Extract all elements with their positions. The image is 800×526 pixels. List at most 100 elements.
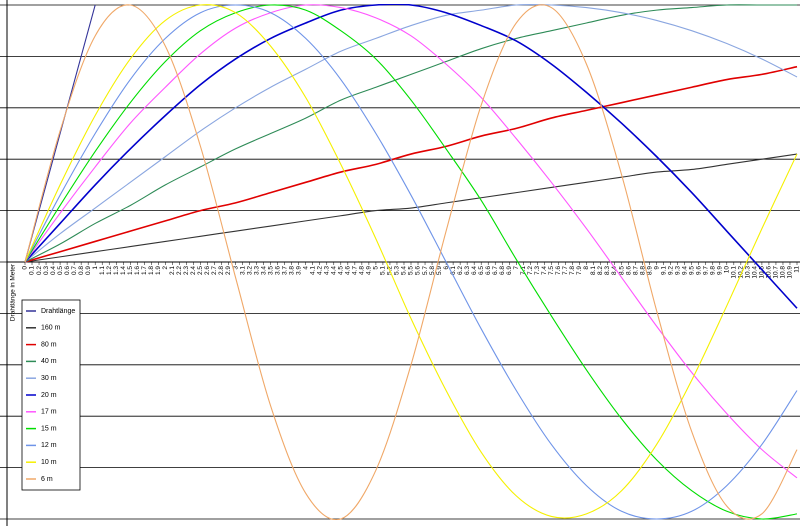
series-line bbox=[24, 4, 798, 520]
x-tick-label: 7.8 bbox=[569, 266, 576, 275]
x-tick-label: 3.3 bbox=[253, 266, 260, 275]
x-tick-label: 5.6 bbox=[415, 266, 422, 275]
x-tick-label: 0.4 bbox=[50, 266, 57, 275]
x-tick-label: 10.5 bbox=[759, 266, 766, 279]
x-tick-label: 2.5 bbox=[197, 266, 204, 275]
legend-label: 160 m bbox=[41, 325, 61, 332]
x-tick-label: 9.9 bbox=[717, 266, 724, 275]
x-tick-label: 10.2 bbox=[738, 266, 745, 279]
series-line bbox=[24, 65, 798, 263]
x-axis-title: Drahtlänge in Meter bbox=[10, 263, 17, 321]
x-tick-label: 3 bbox=[232, 266, 239, 270]
x-tick-label: 3.5 bbox=[267, 266, 274, 275]
x-tick-label: 0.5 bbox=[57, 266, 64, 275]
x-tick-label: 9.5 bbox=[688, 266, 695, 275]
x-tick-label: 10.8 bbox=[780, 266, 787, 279]
series-line bbox=[24, 153, 798, 263]
x-tick-label: 0.6 bbox=[64, 266, 71, 275]
x-tick-label: 9.8 bbox=[710, 266, 717, 275]
x-tick-label: 6.1 bbox=[450, 266, 457, 275]
x-tick-label: 8.8 bbox=[639, 266, 646, 275]
x-tick-label: 4.6 bbox=[345, 266, 352, 275]
x-tick-label: 4.9 bbox=[366, 266, 373, 275]
x-tick-label: 5.7 bbox=[422, 266, 429, 275]
x-tick-label: 10.9 bbox=[787, 266, 794, 279]
legend-label: 80 m bbox=[41, 341, 57, 348]
series-line bbox=[24, 4, 797, 263]
x-tick-label: 10.3 bbox=[745, 266, 752, 279]
x-tick-label: 2.4 bbox=[190, 266, 197, 275]
legend-label: 20 m bbox=[41, 392, 57, 399]
x-tick-label: 1 bbox=[92, 266, 99, 270]
x-tick-label: 4.1 bbox=[309, 266, 316, 275]
x-tick-label: 5.4 bbox=[401, 266, 408, 275]
x-tick-label: 3.7 bbox=[281, 266, 288, 275]
x-tick-label: 9.3 bbox=[674, 266, 681, 275]
x-tick-label: 0 bbox=[22, 266, 29, 270]
x-tick-label: 2 bbox=[162, 266, 169, 270]
x-tick-label: 8.2 bbox=[597, 266, 604, 275]
x-tick-label: 0.2 bbox=[36, 266, 43, 275]
x-tick-label: 7.3 bbox=[534, 266, 541, 275]
x-tick-label: 8.7 bbox=[632, 266, 639, 275]
x-tick-label: 10.4 bbox=[752, 266, 759, 279]
legend-label: 12 m bbox=[41, 442, 57, 449]
x-tick-label: 4.7 bbox=[352, 266, 359, 275]
x-tick-label: 6.8 bbox=[499, 266, 506, 275]
x-tick-label: 5 bbox=[373, 266, 380, 270]
x-tick-label: 1.7 bbox=[141, 266, 148, 275]
x-tick-label: 6.9 bbox=[506, 266, 513, 275]
x-tick-label: 3.1 bbox=[239, 266, 246, 275]
x-tick-label: 0.7 bbox=[71, 266, 78, 275]
x-tick-label: 5.1 bbox=[380, 266, 387, 275]
x-tick-label: 7.4 bbox=[541, 266, 548, 275]
x-tick-label: 8.3 bbox=[604, 266, 611, 275]
legend-label: 17 m bbox=[41, 409, 57, 416]
x-tick-label: 6.5 bbox=[478, 266, 485, 275]
x-tick-label: 8.1 bbox=[590, 266, 597, 275]
x-tick-label: 3.8 bbox=[288, 266, 295, 275]
x-tick-label: 9.6 bbox=[695, 266, 702, 275]
x-tick-label: 9.7 bbox=[702, 266, 709, 275]
x-tick-label: 7.2 bbox=[527, 266, 534, 275]
x-tick-label: 5.5 bbox=[408, 266, 415, 275]
x-tick-label: 5.9 bbox=[436, 266, 443, 275]
x-tick-label: 4.5 bbox=[338, 266, 345, 275]
series-line bbox=[24, 4, 798, 309]
legend-label: Drahtlänge bbox=[41, 308, 75, 315]
x-tick-label: 2.3 bbox=[183, 266, 190, 275]
x-tick-label: 4.8 bbox=[359, 266, 366, 275]
x-tick-label: 3.6 bbox=[274, 266, 281, 275]
x-tick-label: 11 bbox=[794, 266, 800, 273]
plot-lines bbox=[24, 4, 798, 520]
x-tick-label: 2.6 bbox=[204, 266, 211, 275]
x-tick-label: 1.6 bbox=[134, 266, 141, 275]
x-tick-label: 0.1 bbox=[29, 266, 36, 275]
legend-label: 10 m bbox=[41, 459, 57, 466]
x-tick-label: 9.2 bbox=[667, 266, 674, 275]
x-tick-label: 2.1 bbox=[169, 266, 176, 275]
x-tick-label: 9 bbox=[653, 266, 660, 270]
x-tick-label: 8.9 bbox=[646, 266, 653, 275]
x-tick-label: 2.8 bbox=[218, 266, 225, 275]
x-tick-label: 10 bbox=[724, 266, 731, 274]
x-tick-label: 6.7 bbox=[492, 266, 499, 275]
x-ticks: 0 0.1 0.2 0.3 0.4 0.5 0.6 0.7 0.8 0.9 1 1.1 1.2 1.3 1.… bbox=[22, 262, 800, 279]
x-tick-label: 7.7 bbox=[562, 266, 569, 275]
legend: Drahtlänge 160 m 80 m 40 m 30 m 20 m 17 m 15 m 1… bbox=[21, 299, 81, 491]
x-tick-label: 3.9 bbox=[295, 266, 302, 275]
x-tick-label: 10.7 bbox=[773, 266, 780, 279]
x-tick-label: 4.2 bbox=[316, 266, 323, 275]
x-tick-label: 3.4 bbox=[260, 266, 267, 275]
legend-label: 40 m bbox=[41, 358, 57, 365]
x-tick-label: 2.9 bbox=[225, 266, 232, 275]
x-tick-label: 6.3 bbox=[464, 266, 471, 275]
x-tick-label: 9.1 bbox=[660, 266, 667, 275]
x-tick-label: 9.4 bbox=[681, 266, 688, 275]
x-tick-label: 0.8 bbox=[78, 266, 85, 275]
x-tick-label: 4 bbox=[302, 266, 309, 270]
x-tick-label: 0.3 bbox=[43, 266, 50, 275]
